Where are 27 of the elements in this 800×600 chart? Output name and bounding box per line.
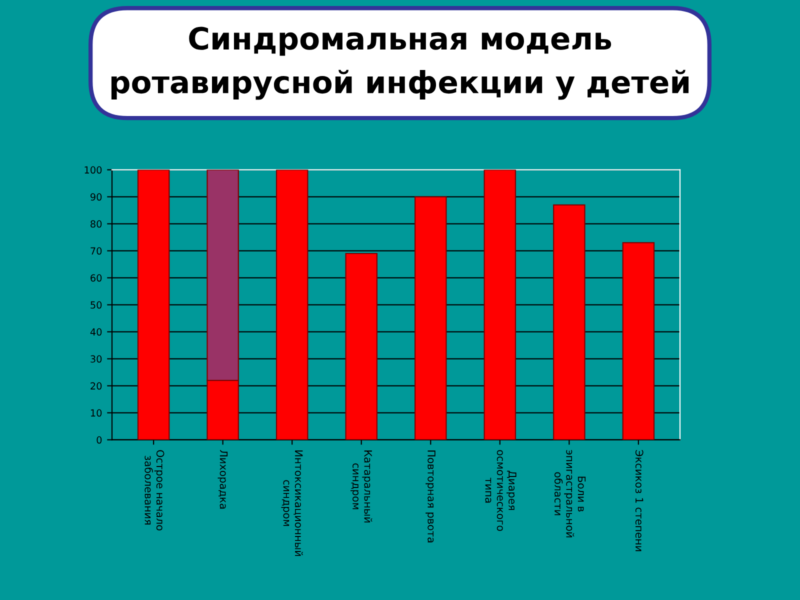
bar: [622, 242, 655, 440]
y-tick-label: 100: [84, 166, 102, 174]
x-tick-label: Боли в эпигастральной области: [554, 450, 586, 538]
y-tick-label: 0: [96, 436, 102, 444]
y-tick-label: 90: [90, 193, 102, 201]
bar: [553, 204, 586, 440]
y-tick-label: 70: [90, 247, 102, 255]
y-tick-label: 50: [90, 301, 102, 309]
x-tick-label: Катаральный синдром: [350, 450, 372, 522]
y-tick-label: 30: [90, 355, 102, 363]
bar: [276, 170, 308, 440]
x-tick-label: Острое начало заболевания: [144, 450, 164, 530]
x-tick-label: Диарея осмотического типа: [485, 450, 516, 531]
bar: [137, 170, 170, 440]
bar: [345, 252, 378, 440]
y-tick-label: 60: [90, 274, 102, 282]
x-tick-label: Эксикоз 1 степени: [635, 450, 644, 552]
bar: [484, 170, 516, 440]
y-tick-label: 10: [90, 409, 102, 417]
y-tick-label: 20: [90, 382, 102, 390]
chart-title: Синдромальная модель ротавирусной инфекции у детей: [111, 26, 689, 100]
x-tick-label: Повторная рвота: [426, 450, 436, 542]
bar: [414, 196, 447, 440]
y-tick-label: 80: [90, 220, 102, 228]
y-tick-label: 40: [90, 328, 102, 336]
x-tick-label: Интоксикационный синдром: [281, 450, 303, 556]
x-tick-label: Лихорадка: [218, 450, 228, 509]
